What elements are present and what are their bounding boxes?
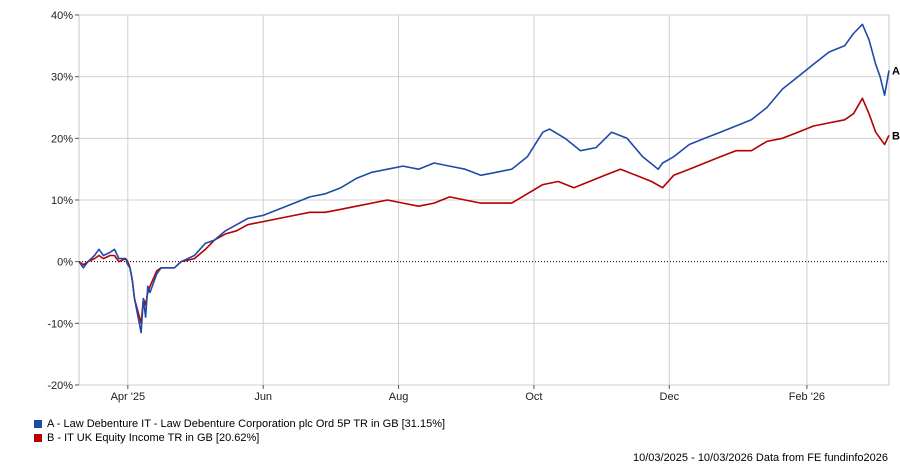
y-axis: 40% 30% 20% 10% 0% -10% -20% — [47, 10, 79, 392]
legend-label-b: B - IT UK Equity Income TR in GB [20.62%… — [47, 432, 260, 444]
x-axis: Apr '25 Jun Aug Oct Dec Feb '26 — [111, 385, 825, 403]
chart-area: 40% 30% 20% 10% 0% -10% -20% Apr '25 Jun Aug Oct D… — [47, 10, 900, 403]
tick-label-x: Dec — [660, 391, 680, 403]
tick-label-y: -20% — [47, 380, 73, 392]
tick-label-x: Jun — [254, 391, 272, 403]
series-line-b — [78, 97, 890, 325]
grid — [78, 14, 890, 386]
legend-item-a: A - Law Debenture IT - Law Debenture Cor… — [34, 417, 445, 431]
line-chart: 40% 30% 20% 10% 0% -10% -20% Apr '25 Jun Aug Oct D… — [47, 10, 900, 403]
series-lines — [78, 23, 890, 334]
legend-label-a: A - Law Debenture IT - Law Debenture Cor… — [47, 418, 446, 430]
series-end-label-b: B — [892, 130, 900, 142]
series-end-labels: BA — [892, 66, 900, 143]
series-end-label-a: A — [892, 66, 900, 78]
tick-label-x: Apr '25 — [111, 391, 146, 403]
tick-label-y: 10% — [51, 195, 73, 207]
source-footer: 10/03/2025 - 10/03/2026 Data from FE fun… — [632, 452, 888, 464]
legend: A - Law Debenture IT - Law Debenture Cor… — [34, 417, 445, 445]
legend-swatch-a — [34, 420, 42, 428]
tick-label-y: 20% — [51, 133, 73, 145]
tick-label-x: Oct — [525, 391, 542, 403]
legend-item-b: B - IT UK Equity Income TR in GB [20.62%… — [34, 431, 445, 445]
tick-label-y: -10% — [47, 318, 73, 330]
tick-label-y: 30% — [51, 72, 73, 84]
tick-label-y: 40% — [51, 10, 73, 22]
tick-label-x: Feb '26 — [789, 391, 825, 403]
tick-label-y: 0% — [57, 257, 73, 269]
series-line-a — [78, 23, 890, 334]
legend-swatch-b — [34, 434, 42, 442]
tick-label-x: Aug — [389, 391, 409, 403]
